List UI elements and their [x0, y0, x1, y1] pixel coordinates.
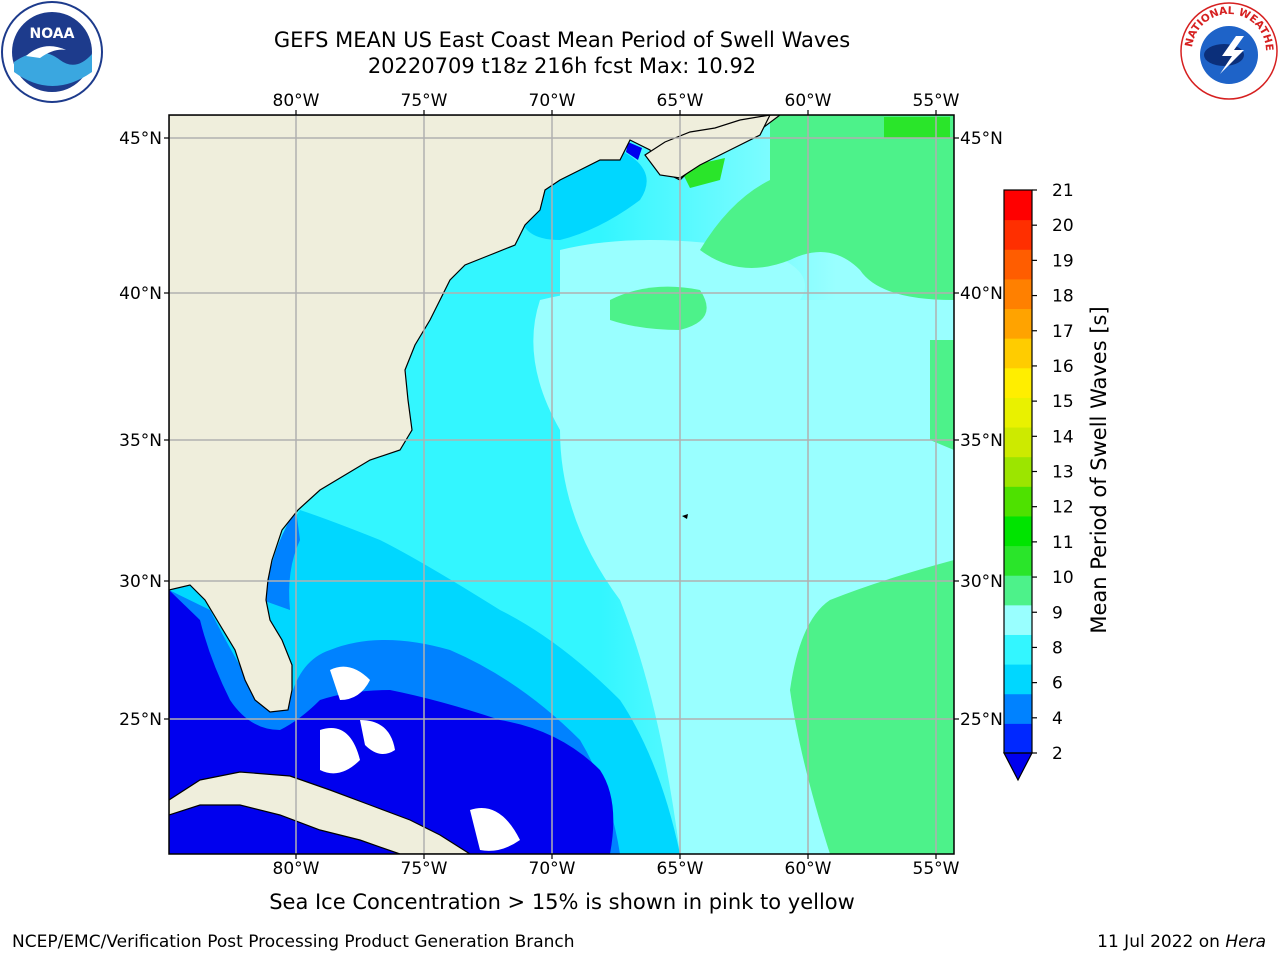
lon-label-top: 75°W: [401, 91, 448, 111]
colorbar-tick-label: 17: [1052, 322, 1074, 342]
colorbar-segment: [1004, 338, 1032, 369]
footer-machine: Hera: [1225, 932, 1266, 952]
lat-label-right: 30°N: [960, 572, 1003, 592]
colorbar-segment: [1004, 397, 1032, 428]
lat-label-right: 45°N: [960, 129, 1003, 149]
colorbar-segment: [1004, 219, 1032, 250]
colorbar-segment: [1004, 515, 1032, 547]
lon-label-top: 65°W: [657, 91, 704, 111]
gridlines: [169, 115, 954, 854]
colorbar-segment: [1004, 486, 1032, 517]
svg-text:NOAA: NOAA: [30, 26, 75, 42]
colorbar-tick-label: 20: [1052, 216, 1074, 236]
swell-zone-green-patch: [610, 286, 707, 330]
map-title: GEFS MEAN US East Coast Mean Period of S…: [273, 28, 851, 52]
colorbar-tick-label: 10: [1052, 568, 1074, 588]
colorbar-segment: [1004, 693, 1032, 724]
colorbar-segment: [1004, 367, 1032, 398]
colorbar-tick-label: 18: [1052, 287, 1074, 307]
colorbar-tick-label: 13: [1052, 463, 1074, 483]
footer-date-text: 11 Jul 2022 on: [1097, 932, 1226, 952]
colorbar-tick-label: 11: [1052, 533, 1074, 553]
lat-label-right: 35°N: [960, 431, 1003, 451]
lon-label-bottom: 75°W: [401, 859, 448, 879]
colorbar-tick-label: 4: [1052, 709, 1063, 729]
colorbar-segment: [1004, 575, 1032, 606]
lon-label-bottom: 55°W: [913, 859, 960, 879]
colorbar-tick-label: 12: [1052, 498, 1074, 518]
colorbar-segment: [1004, 545, 1032, 576]
colorbar-tick-label: 15: [1052, 392, 1074, 412]
axis-ticks: [164, 110, 959, 859]
colorbar-segment: [1004, 604, 1032, 635]
no-data-bahamas: [320, 666, 520, 851]
colorbar-segment: [1004, 249, 1032, 280]
lon-label-bottom: 65°W: [657, 859, 704, 879]
land-cuba: [169, 771, 472, 854]
map-frame: [168, 114, 955, 855]
swell-zone-blue-coast: [262, 510, 300, 610]
lat-label-right: 25°N: [960, 710, 1003, 730]
colorbar-segment: [1004, 278, 1032, 310]
lon-label-top: 60°W: [785, 91, 832, 111]
colorbar-segment: [1004, 308, 1032, 339]
colorbar-segment: [1004, 456, 1032, 487]
lon-label-top: 70°W: [529, 91, 576, 111]
colorbar-segment: [1004, 723, 1032, 754]
sea-ice-note: Sea Ice Concentration > 15% is shown in …: [269, 890, 855, 914]
land-north-america: [169, 115, 781, 713]
colorbar-tick-label: 6: [1052, 674, 1063, 694]
colorbar-label: Mean Period of Swell Waves [s]: [1087, 306, 1111, 633]
lat-label-left: 40°N: [119, 284, 162, 304]
lon-label-top: 55°W: [913, 91, 960, 111]
colorbar-segment: [1004, 190, 1032, 221]
colorbar-under-arrow: [1003, 752, 1033, 782]
map-area: [169, 115, 954, 854]
colorbar-segment: [1004, 664, 1032, 695]
colorbar-tick-label: 9: [1052, 603, 1063, 623]
colorbar-tick-label: 14: [1052, 427, 1074, 447]
nws-logo: NATIONAL WEATHER SERVICE: [1178, 0, 1278, 100]
swell-zone-bright-green: [884, 117, 950, 138]
lon-label-bottom: 80°W: [273, 859, 320, 879]
swell-zone-green-east: [790, 560, 954, 854]
land-nova-scotia: [644, 115, 771, 179]
map-subtitle: 20220709 t18z 216h fcst Max: 10.92: [367, 54, 757, 78]
lon-label-bottom: 70°W: [529, 859, 576, 879]
footer-date: 11 Jul 2022 on Hera: [1097, 932, 1266, 952]
swell-zone-green-far-east: [930, 340, 954, 450]
lat-label-left: 35°N: [119, 431, 162, 451]
colorbar-tick-label: 8: [1052, 638, 1063, 658]
swell-zone-green-northeast: [700, 115, 954, 300]
colorbar-segment: [1004, 427, 1032, 458]
colorbar-tick-label: 16: [1052, 357, 1074, 377]
swell-zone-dark-blue-north: [626, 142, 642, 160]
lat-label-right: 40°N: [960, 284, 1003, 304]
colorbar: 2 4 6 8 9 10 11 12 13 14 15 16 17 18 19 20 21: [1003, 181, 1074, 782]
colorbar-tick-label: 2: [1052, 744, 1063, 764]
lat-label-left: 45°N: [119, 129, 162, 149]
lon-label-top: 80°W: [273, 91, 320, 111]
lon-label-bottom: 60°W: [785, 859, 832, 879]
lat-label-left: 25°N: [119, 710, 162, 730]
lat-label-left: 30°N: [119, 572, 162, 592]
land-bermuda: [682, 514, 688, 519]
noaa-logo: NOAA: [1, 1, 103, 103]
colorbar-segment: [1004, 634, 1032, 665]
footer-credit: NCEP/EMC/Verification Post Processing Pr…: [12, 932, 575, 952]
colorbar-tick-label: 19: [1052, 251, 1074, 271]
colorbar-tick-label: 21: [1052, 181, 1074, 201]
